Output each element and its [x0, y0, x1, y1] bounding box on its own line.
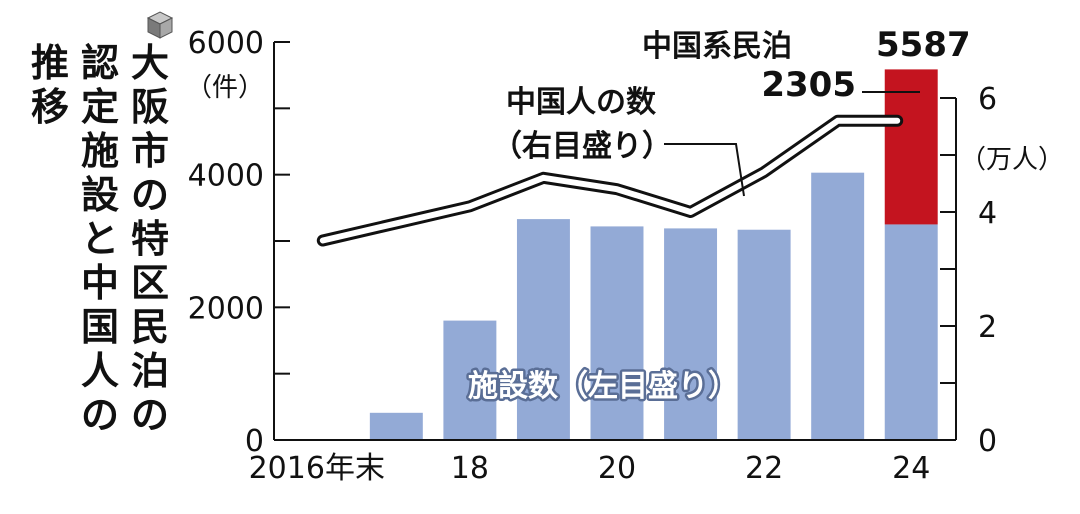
title-char: 施	[81, 129, 119, 173]
title-char: の	[131, 393, 169, 437]
bar	[737, 229, 791, 440]
title-char: 民	[131, 305, 169, 349]
title-char: 市	[131, 129, 169, 173]
bar	[590, 226, 644, 440]
title-char: 人	[81, 349, 119, 393]
right-axis-unit: （万人）	[960, 145, 1064, 175]
bars	[369, 69, 938, 440]
x-tick-label: 22	[745, 451, 783, 486]
left-tick-label: 4000	[188, 159, 264, 194]
title-char: 認	[81, 41, 119, 85]
title-char: の	[131, 173, 169, 217]
title-char: 推	[31, 41, 69, 85]
right-tick-label: 6	[978, 82, 997, 117]
line-label-line2: （右目盛り）	[492, 129, 672, 164]
title-char: 泊	[131, 349, 169, 393]
title-char: 定	[81, 85, 119, 129]
bar	[516, 219, 570, 440]
right-tick-label: 0	[978, 424, 997, 459]
title-char: 設	[81, 173, 119, 217]
right-tick-label: 2	[978, 310, 997, 345]
title-char: 特	[131, 217, 169, 261]
x-tick-label: 2016年末	[249, 451, 385, 486]
title-char: 中	[81, 261, 119, 305]
title-char: 移	[31, 85, 69, 129]
left-tick-label: 0	[245, 424, 264, 459]
total-facilities-value: 5587	[876, 25, 971, 65]
title-char: と	[81, 217, 119, 261]
title-char: 区	[131, 261, 169, 305]
bar	[443, 320, 497, 440]
bar	[811, 172, 865, 440]
title-char: 大	[131, 41, 169, 85]
title-char: 阪	[131, 85, 169, 129]
x-tick-label: 20	[598, 451, 636, 486]
title-char: 国	[81, 305, 119, 349]
annotations: （件） （万人） 中国系民泊 2305 5587 中国人の数 （右目盛り） 施設…	[186, 25, 1064, 407]
line-path	[319, 117, 901, 244]
bar-series-label: 施設数（左目盛り）	[468, 369, 738, 404]
line-series	[316, 114, 904, 247]
left-axis-unit: （件）	[186, 73, 264, 103]
left-tick-label: 2000	[188, 291, 264, 326]
line-label-line1: 中国人の数	[506, 85, 657, 120]
right-tick-label: 4	[978, 196, 997, 231]
x-tick-label: 18	[451, 451, 489, 486]
bar	[369, 412, 423, 440]
bar	[664, 228, 718, 440]
bar-highlight	[884, 69, 938, 225]
line-label-leader	[664, 143, 745, 197]
chinese-minpaku-value: 2305	[761, 65, 856, 105]
title-char: の	[81, 393, 119, 437]
cube-icon	[146, 11, 174, 39]
chinese-minpaku-label: 中国系民泊	[642, 29, 792, 64]
x-tick-label: 24	[892, 451, 930, 486]
left-tick-label: 6000	[188, 26, 264, 61]
bar	[884, 224, 938, 440]
